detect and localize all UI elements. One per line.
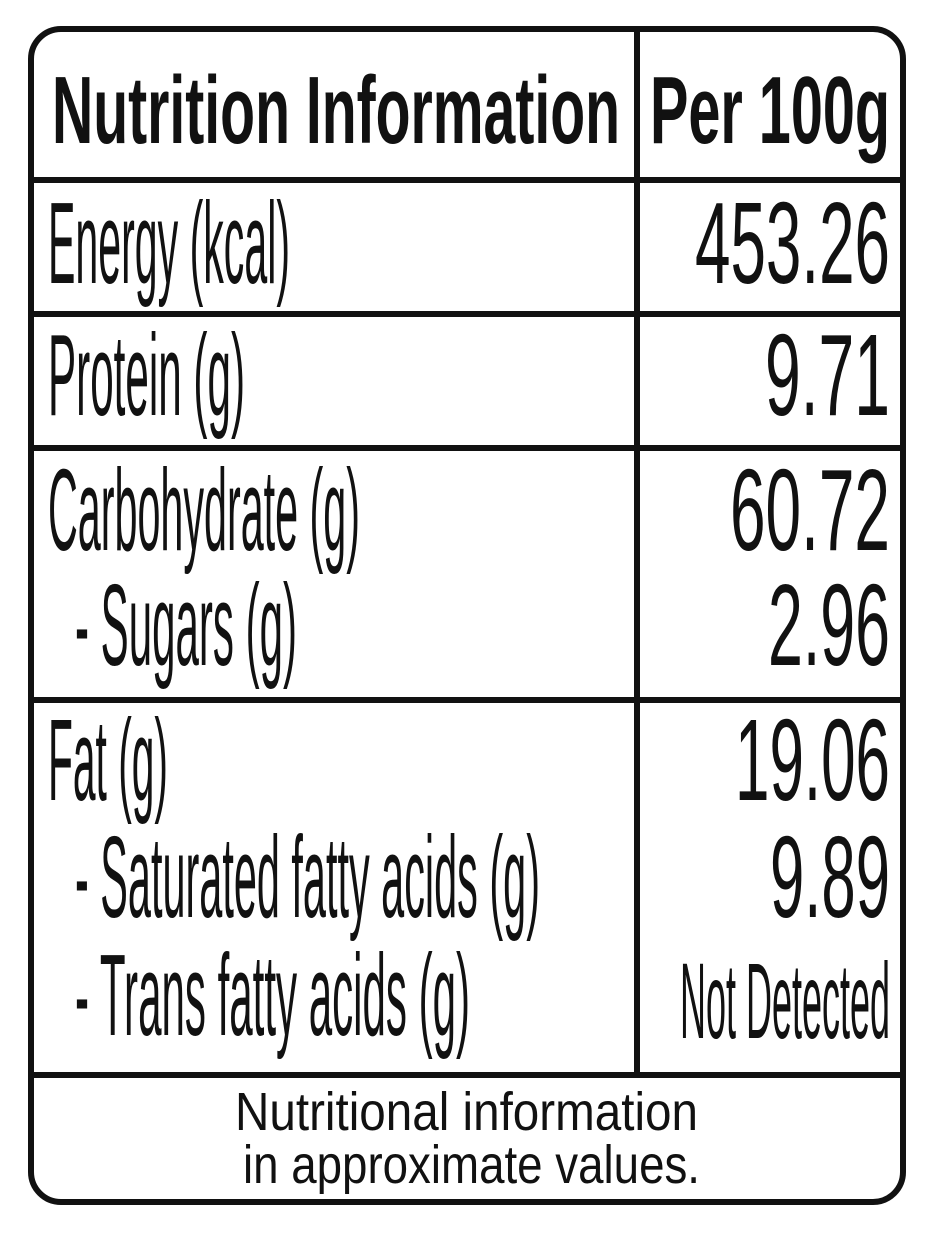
row-value: Not Detected: [680, 940, 890, 1061]
row-value: 60.72: [730, 445, 890, 575]
row-value: 2.96: [768, 560, 890, 690]
row-value: 9.89: [770, 812, 890, 942]
row-value: 19.06: [735, 695, 890, 825]
row-value: 453.26: [695, 178, 890, 308]
row-label: Fat (g): [48, 695, 168, 825]
row-label: Protein (g): [48, 310, 245, 440]
row-value: 9.71: [765, 310, 890, 440]
table-frame: [28, 26, 906, 1205]
header-title: Nutrition Information: [52, 57, 620, 164]
footnote: Nutritional information: [235, 1082, 698, 1142]
row-label: - Saturated fatty acids (g): [75, 812, 540, 942]
footnote: in approximate values.: [243, 1135, 700, 1195]
header-per: Per 100g: [650, 57, 890, 164]
row-label: - Sugars (g): [75, 560, 297, 690]
row-label: - Trans fatty acids (g): [75, 930, 470, 1060]
row-label: Energy (kcal): [48, 178, 290, 308]
row-label: Carbohydrate (g): [48, 445, 360, 575]
